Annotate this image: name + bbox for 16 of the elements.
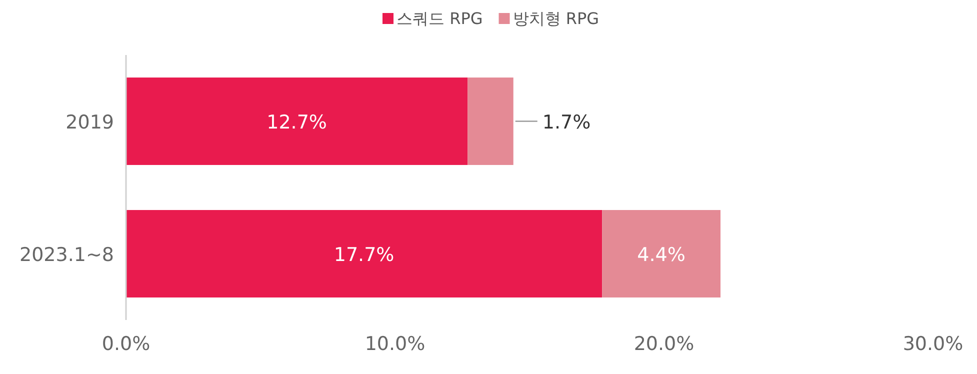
data-label: 17.7% — [334, 244, 394, 266]
x-tick-label: 20.0% — [634, 333, 694, 355]
bar — [602, 210, 720, 298]
y-tick-label: 2019 — [66, 111, 114, 134]
bar — [126, 210, 602, 298]
x-tick-label: 10.0% — [364, 333, 426, 355]
data-label: 4.4% — [637, 244, 686, 266]
legend-label: 스쿼드 RPG — [396, 9, 483, 28]
y-tick-label: 2023.1~8 — [20, 244, 114, 266]
x-tick-label: 30.0% — [902, 333, 964, 355]
data-label: 12.7% — [266, 111, 327, 134]
bar — [468, 78, 514, 165]
data-label: 1.7% — [542, 111, 591, 134]
legend-label: 방치형 RPG — [512, 9, 599, 28]
x-tick-label: 0.0% — [102, 333, 150, 355]
bar — [126, 78, 468, 165]
